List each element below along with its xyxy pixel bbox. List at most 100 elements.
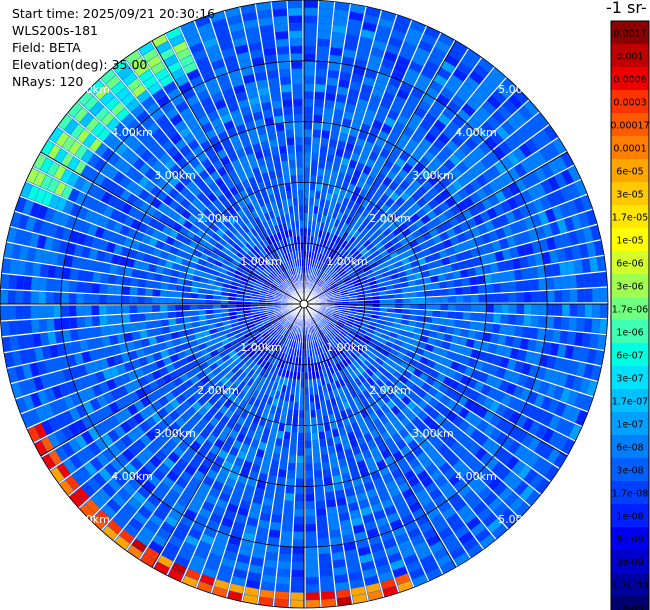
range-gate — [396, 232, 406, 242]
range-gate — [312, 379, 318, 387]
range-gate — [400, 319, 409, 326]
range-gate — [458, 337, 468, 346]
range-gate — [21, 231, 32, 246]
range-ring-label: 2.00km — [369, 212, 411, 225]
range-gate — [342, 534, 355, 544]
range-gate — [407, 94, 421, 106]
range-gate — [141, 96, 156, 110]
range-gate — [245, 121, 256, 131]
range-gate — [492, 377, 503, 389]
range-gate — [270, 356, 277, 365]
range-gate — [220, 300, 229, 304]
range-gate — [313, 107, 324, 115]
range-gate — [140, 262, 150, 271]
range-gate — [285, 346, 290, 355]
range-gate — [304, 372, 308, 380]
range-gate — [319, 238, 325, 247]
range-gate — [470, 132, 484, 146]
range-gate — [590, 365, 601, 381]
range-gate — [218, 362, 228, 371]
range-gate — [434, 520, 449, 534]
range-gate — [310, 167, 318, 176]
range-gate — [232, 521, 245, 532]
range-gate — [213, 304, 221, 309]
range-gate — [156, 134, 169, 146]
range-gate — [220, 295, 229, 301]
range-gate — [417, 341, 427, 350]
range-gate — [160, 444, 172, 457]
azimuth-spoke — [303, 303, 457, 568]
range-gate — [230, 412, 240, 423]
range-gate — [567, 390, 579, 406]
range-gate — [455, 89, 470, 102]
range-gate — [73, 378, 85, 392]
range-gate — [116, 234, 127, 246]
range-gate — [279, 336, 285, 344]
range-gate — [251, 271, 260, 278]
range-gate — [313, 114, 323, 123]
range-gate — [492, 283, 501, 293]
range-gate — [172, 528, 187, 541]
range-gate — [268, 194, 276, 203]
range-gate — [167, 304, 175, 312]
range-gate — [352, 593, 368, 604]
range-gate — [386, 246, 396, 254]
range-gate — [463, 196, 475, 208]
range-gate — [326, 333, 333, 341]
range-gate — [334, 101, 346, 111]
range-gate — [569, 289, 578, 303]
range-gate — [150, 255, 160, 265]
range-gate — [208, 85, 221, 96]
range-gate — [332, 405, 340, 414]
range-gate — [402, 243, 412, 252]
range-gate — [133, 197, 144, 209]
range-gate — [398, 481, 411, 493]
range-gate — [279, 265, 285, 273]
range-gate — [248, 325, 257, 332]
range-gate — [575, 229, 586, 244]
range-gate — [287, 253, 292, 261]
range-gate — [417, 547, 432, 560]
range-gate — [214, 124, 226, 135]
range-gate — [288, 15, 302, 24]
range-gate — [232, 212, 241, 222]
range-gate — [46, 278, 55, 291]
range-gate — [165, 126, 178, 139]
range-gate — [331, 316, 339, 321]
range-gate — [517, 374, 528, 387]
range-gate — [464, 76, 480, 91]
range-gate — [238, 131, 249, 141]
range-gate — [308, 251, 312, 259]
range-gate — [370, 225, 379, 234]
range-gate — [151, 108, 165, 121]
range-gate — [439, 395, 451, 406]
range-gate — [310, 417, 317, 426]
range-gate — [352, 396, 361, 405]
range-gate — [553, 317, 562, 330]
range-gate — [64, 255, 74, 268]
range-gate — [482, 438, 495, 451]
range-gate — [198, 288, 207, 294]
range-gate — [422, 350, 432, 359]
range-gate — [275, 591, 289, 600]
range-gate — [114, 305, 122, 314]
range-gate — [146, 102, 160, 115]
range-gate — [162, 195, 174, 206]
range-gate — [406, 196, 416, 207]
range-gate — [101, 433, 114, 447]
range-gate — [68, 293, 77, 304]
range-gate — [531, 241, 542, 254]
range-gate — [379, 414, 389, 425]
range-gate — [95, 106, 110, 121]
range-gate — [105, 75, 121, 90]
range-gate — [47, 372, 59, 387]
range-gate — [365, 331, 374, 338]
range-gate — [250, 135, 260, 145]
range-gate — [439, 318, 448, 326]
range-gate — [395, 304, 403, 309]
range-gate — [474, 360, 485, 371]
range-gate — [70, 268, 79, 281]
colorbar-segment — [611, 67, 649, 90]
range-gate — [269, 316, 277, 322]
range-gate — [250, 352, 259, 361]
